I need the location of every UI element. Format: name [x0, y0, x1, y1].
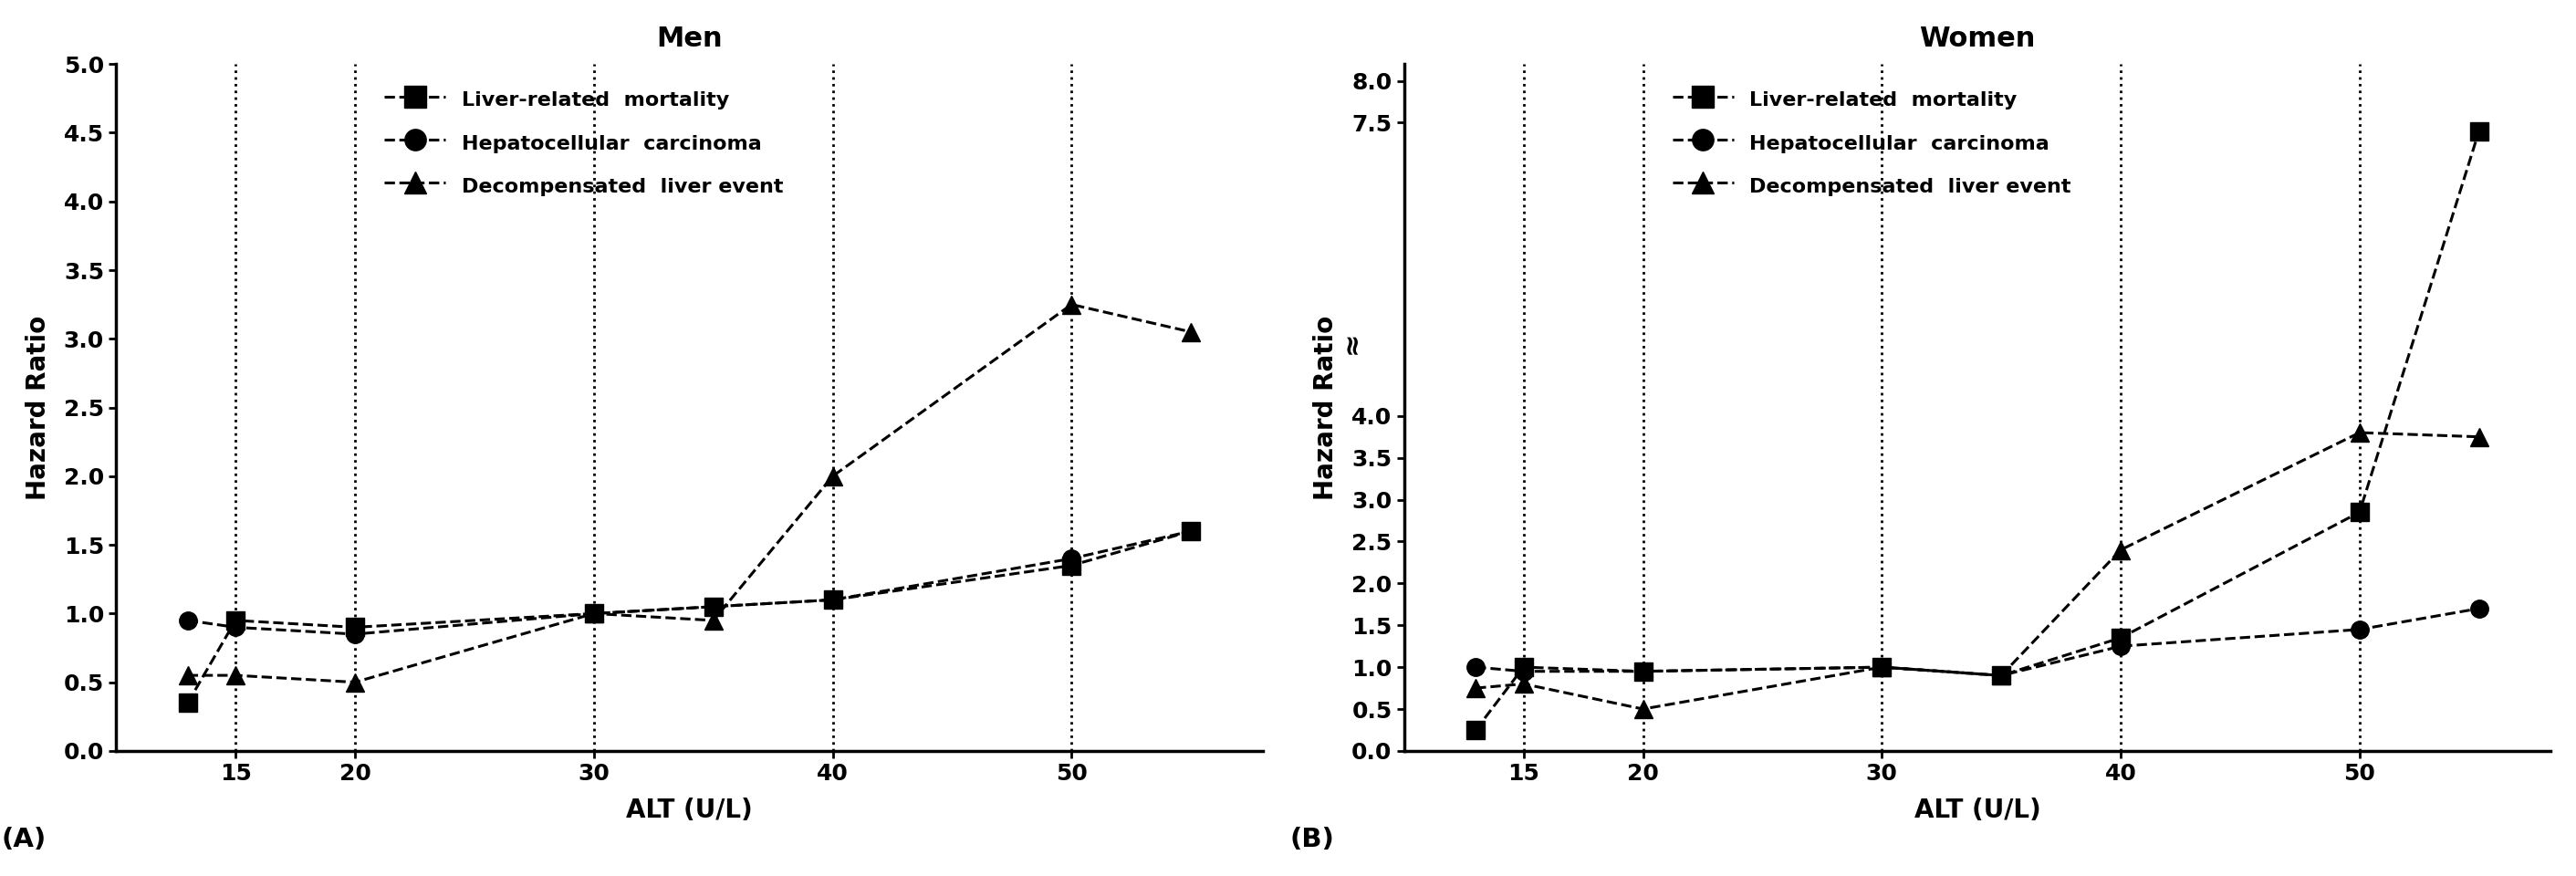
- X-axis label: ALT (U/L): ALT (U/L): [1914, 797, 2040, 823]
- Title: Women: Women: [1919, 25, 2035, 52]
- Text: (B): (B): [1291, 826, 1334, 852]
- Legend: Liver-related  mortality, Hepatocellular  carcinoma, Decompensated  liver event: Liver-related mortality, Hepatocellular …: [1667, 81, 2076, 204]
- Text: (A): (A): [3, 826, 46, 852]
- Title: Men: Men: [657, 25, 721, 52]
- X-axis label: ALT (U/L): ALT (U/L): [626, 797, 752, 823]
- Text: ≈: ≈: [1340, 330, 1365, 354]
- Legend: Liver-related  mortality, Hepatocellular  carcinoma, Decompensated  liver event: Liver-related mortality, Hepatocellular …: [379, 81, 788, 204]
- Y-axis label: Hazard Ratio: Hazard Ratio: [26, 315, 52, 500]
- Y-axis label: Hazard Ratio: Hazard Ratio: [1314, 315, 1340, 500]
